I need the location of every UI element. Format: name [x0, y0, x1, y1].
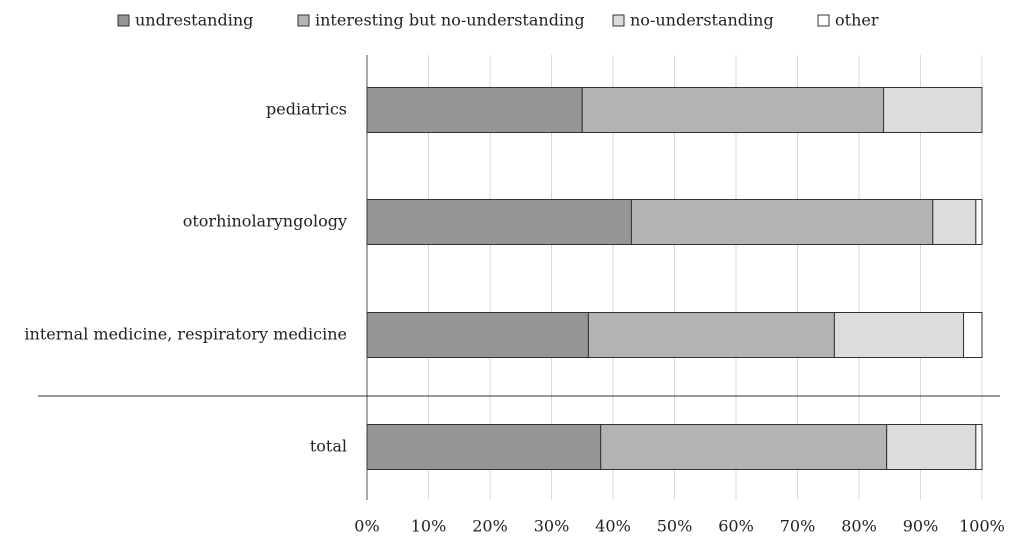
legend-label: no-understanding	[630, 11, 774, 30]
legend-marker	[817, 14, 830, 27]
bar-segment	[932, 199, 977, 245]
bar-segment	[833, 312, 965, 358]
bar-segment	[366, 312, 589, 358]
bar-segment	[581, 87, 885, 133]
x-tick-label: 90%	[903, 517, 939, 536]
x-tick-label: 10%	[411, 517, 447, 536]
y-tick-label: otorhinolaryngology	[183, 212, 347, 231]
bar-segment	[883, 87, 983, 133]
legend-label: undrestanding	[135, 11, 253, 30]
y-tick-label: pediatrics	[266, 100, 347, 119]
x-tick-label: 100%	[959, 517, 1005, 536]
bar-segment	[366, 87, 583, 133]
x-tick-label: 20%	[472, 517, 508, 536]
x-tick-label: 80%	[841, 517, 877, 536]
legend-marker	[297, 14, 310, 27]
y-tick-label: total	[310, 437, 347, 456]
bar-segment	[630, 199, 934, 245]
x-tick-label: 60%	[718, 517, 754, 536]
x-tick-label: 70%	[780, 517, 816, 536]
bar-segment	[975, 424, 983, 470]
bar-segment	[975, 199, 983, 245]
legend-label: other	[835, 11, 879, 30]
y-tick-label: internal medicine, respiratory medicine	[24, 325, 347, 344]
x-tick-label: 50%	[657, 517, 693, 536]
legend-label: interesting but no-understanding	[315, 11, 585, 30]
legend-marker	[612, 14, 625, 27]
bar-segment	[886, 424, 977, 470]
bar-segment	[600, 424, 888, 470]
x-tick-label: 40%	[595, 517, 631, 536]
bar-segment	[366, 199, 632, 245]
x-tick-label: 0%	[354, 517, 379, 536]
bar-segment	[366, 424, 602, 470]
bar-segment	[587, 312, 835, 358]
x-tick-label: 30%	[534, 517, 570, 536]
legend-marker	[117, 14, 130, 27]
bar-segment	[963, 312, 983, 358]
